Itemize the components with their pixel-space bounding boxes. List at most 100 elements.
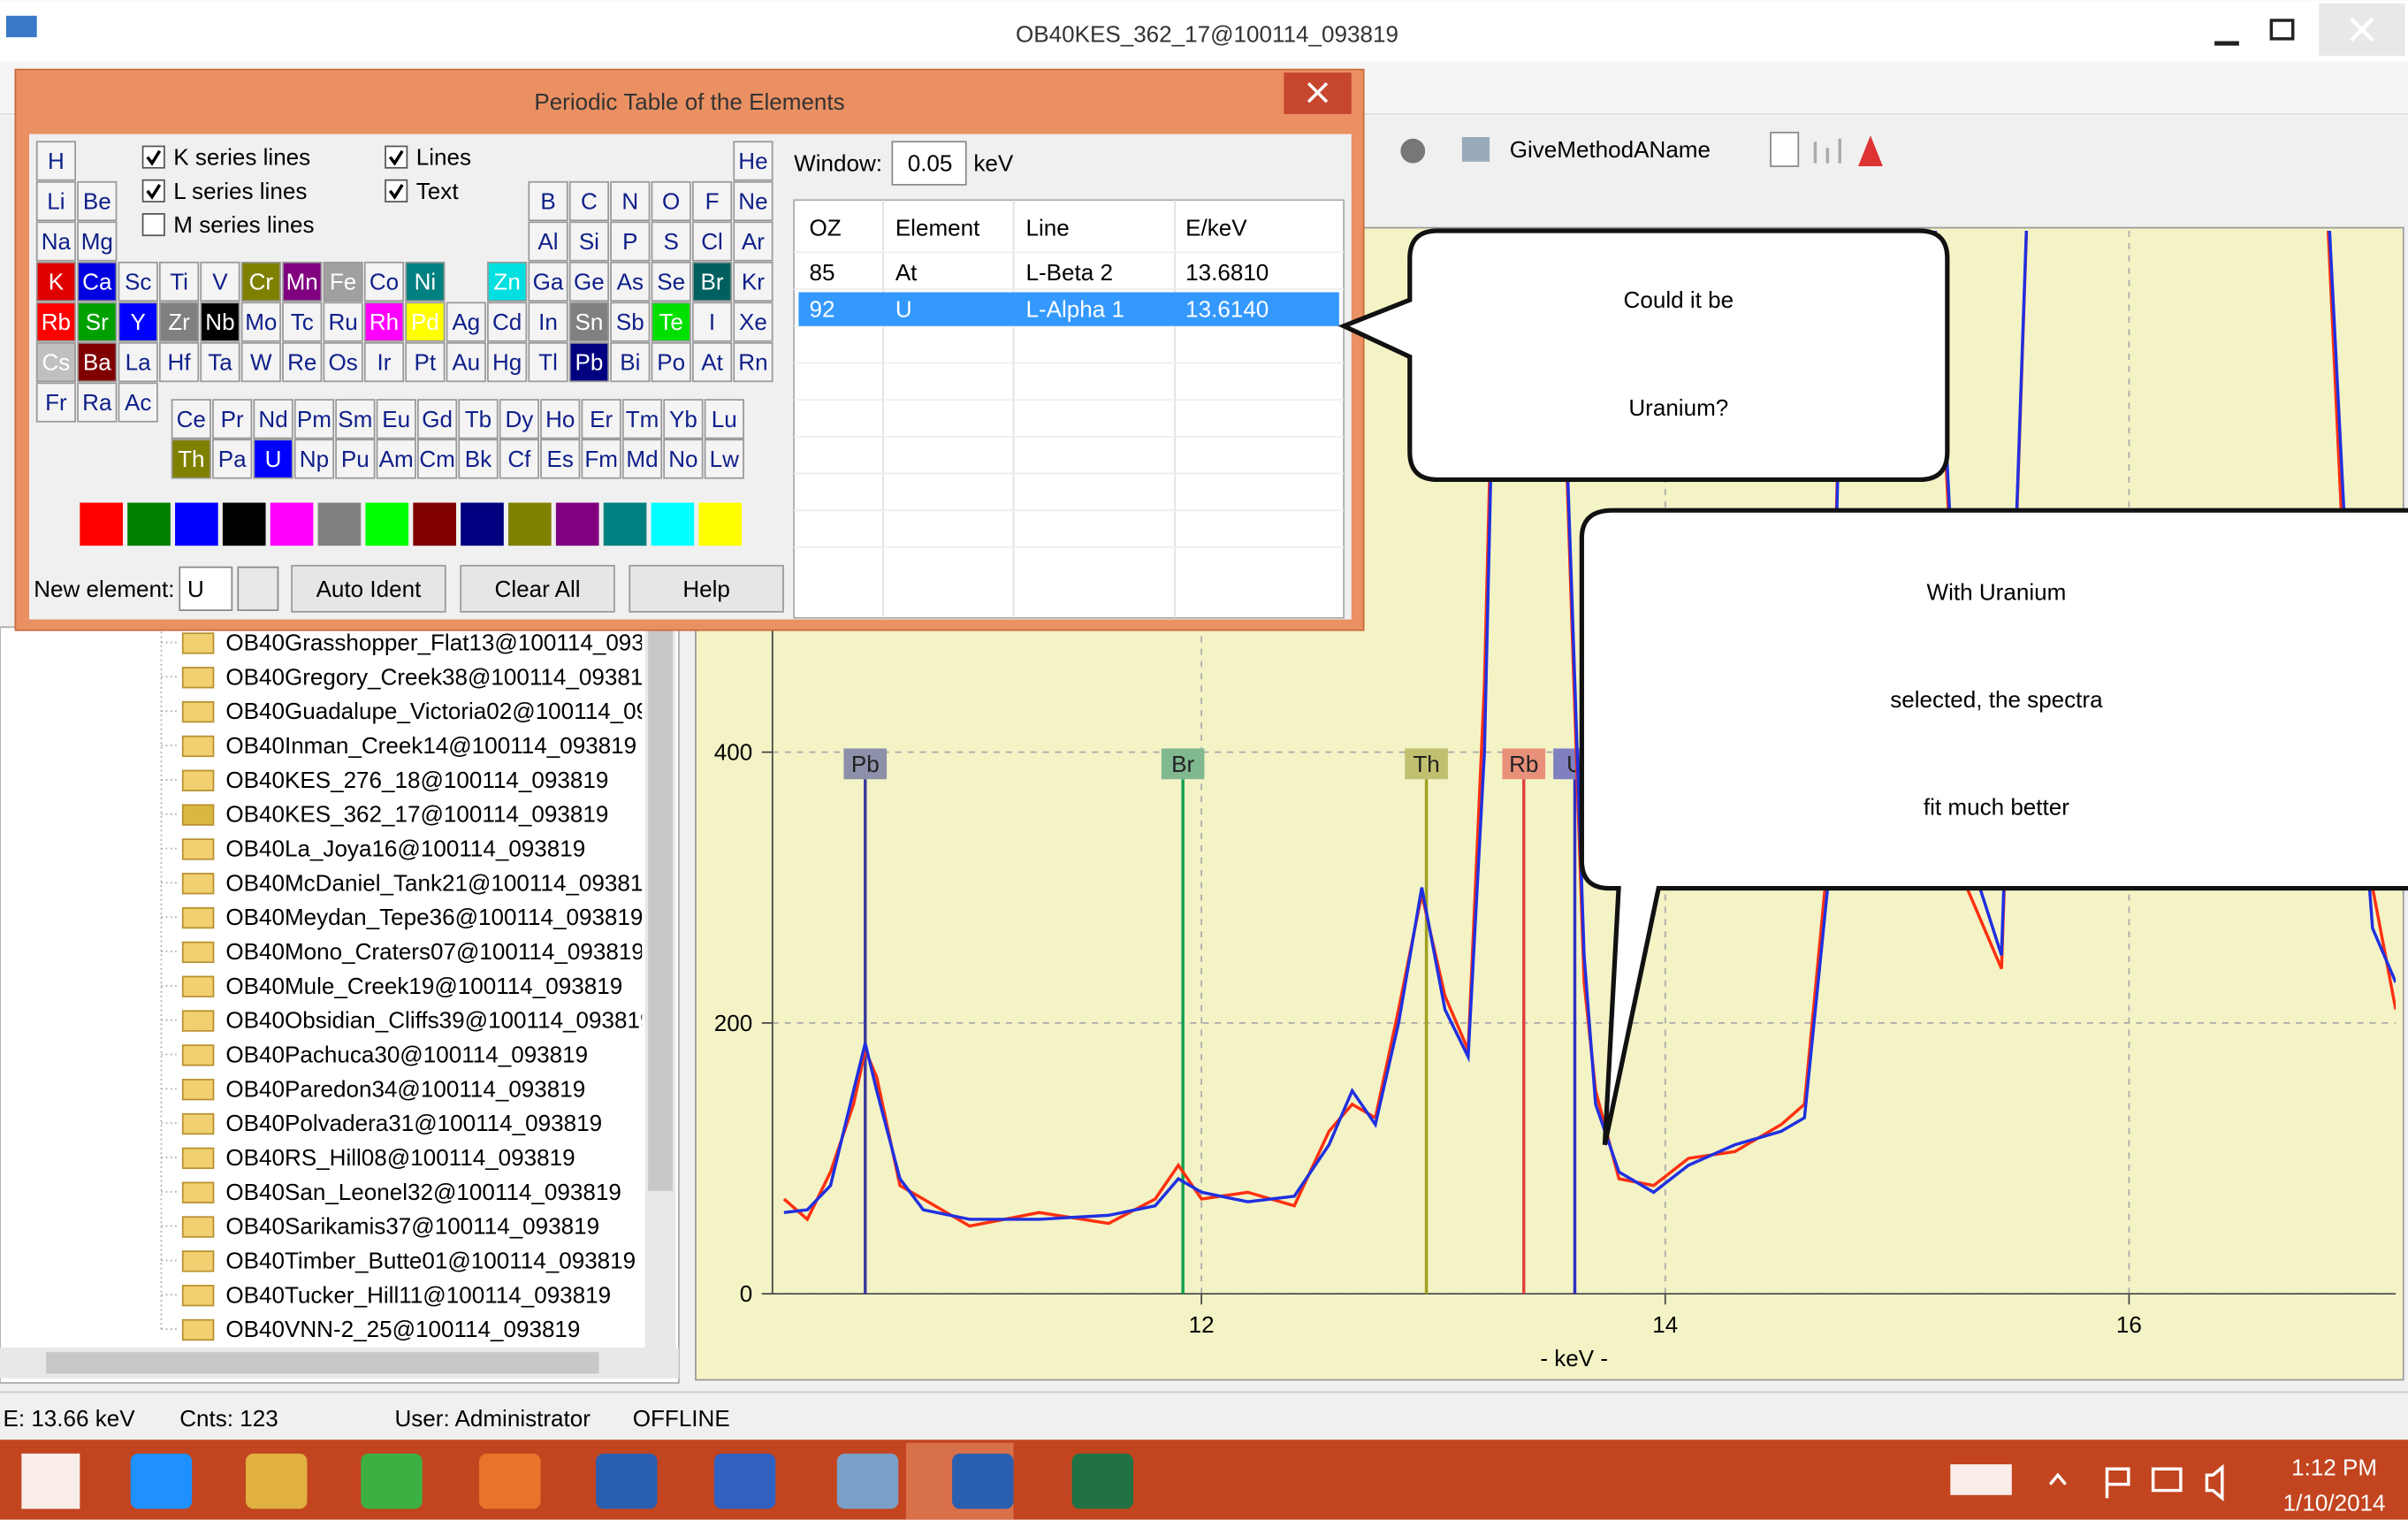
taskbar-app[interactable] xyxy=(131,1454,192,1509)
element-symbol[interactable]: O xyxy=(662,187,680,214)
element-symbol[interactable]: Yb xyxy=(669,406,697,432)
element-symbol[interactable]: Pa xyxy=(218,446,247,472)
element-symbol[interactable]: N xyxy=(621,187,638,214)
element-symbol[interactable]: Tc xyxy=(291,309,314,335)
element-symbol[interactable]: In xyxy=(538,309,558,335)
tree-item[interactable]: OB40San_Leonel32@100114_093819 xyxy=(225,1179,621,1205)
checkbox-label[interactable]: M series lines xyxy=(173,211,314,238)
element-symbol[interactable]: Cd xyxy=(492,309,522,335)
element-symbol[interactable]: Lu xyxy=(712,406,737,432)
color-swatch[interactable] xyxy=(175,503,218,546)
element-symbol[interactable]: Ho xyxy=(545,406,575,432)
element-symbol[interactable]: B xyxy=(540,187,555,214)
dialog-button-label[interactable]: Auto Ident xyxy=(316,576,423,602)
taskbar-app[interactable] xyxy=(837,1454,898,1509)
element-symbol[interactable]: Pr xyxy=(221,406,244,432)
checkbox-label[interactable]: Text xyxy=(416,178,460,204)
sort-button[interactable] xyxy=(238,567,278,610)
element-symbol[interactable]: Ca xyxy=(82,269,112,295)
element-symbol[interactable]: Ne xyxy=(738,187,767,214)
element-symbol[interactable]: Mo xyxy=(245,309,277,335)
settings-icon[interactable] xyxy=(1400,139,1425,164)
checkbox-label[interactable]: L series lines xyxy=(173,178,307,204)
element-symbol[interactable]: Gd xyxy=(422,406,453,432)
element-symbol[interactable]: Nd xyxy=(258,406,287,432)
table-cell[interactable]: L-Alpha 1 xyxy=(1025,296,1124,323)
tree-vscroll-thumb[interactable] xyxy=(648,630,673,1191)
element-symbol[interactable]: As xyxy=(617,269,644,295)
element-symbol[interactable]: Ru xyxy=(328,309,357,335)
color-swatch[interactable] xyxy=(223,503,266,546)
tree-item[interactable]: OB40Pachuca30@100114_093819 xyxy=(225,1042,588,1068)
element-symbol[interactable]: U xyxy=(265,446,282,472)
element-symbol[interactable]: Cf xyxy=(507,446,531,472)
taskbar-app[interactable] xyxy=(246,1454,307,1509)
element-symbol[interactable]: Lw xyxy=(710,446,739,472)
element-symbol[interactable]: Ar xyxy=(742,228,765,255)
element-symbol[interactable]: Ba xyxy=(83,349,111,376)
element-symbol[interactable]: Sb xyxy=(616,309,644,335)
element-symbol[interactable]: S xyxy=(663,228,678,255)
element-symbol[interactable]: Ag xyxy=(452,309,480,335)
element-symbol[interactable]: Np xyxy=(300,446,329,472)
color-swatch[interactable] xyxy=(604,503,647,546)
tree-item[interactable]: OB40Polvadera31@100114_093819 xyxy=(225,1110,602,1136)
element-symbol[interactable]: Ce xyxy=(177,406,206,432)
keyboard-icon[interactable] xyxy=(1950,1464,2011,1495)
element-symbol[interactable]: Pb xyxy=(575,349,603,376)
tree-item[interactable]: OB40Tucker_Hill11@100114_093819 xyxy=(225,1281,611,1308)
element-symbol[interactable]: Mg xyxy=(81,228,113,255)
element-symbol[interactable]: Tm xyxy=(626,406,659,432)
taskbar-app[interactable] xyxy=(1072,1454,1133,1509)
element-symbol[interactable]: Am xyxy=(379,446,414,472)
clock-time[interactable]: 1:12 PM xyxy=(2291,1455,2377,1481)
clock-date[interactable]: 1/10/2014 xyxy=(2283,1489,2386,1516)
element-symbol[interactable]: Sr xyxy=(86,309,109,335)
element-symbol[interactable]: Pm xyxy=(297,406,331,432)
element-symbol[interactable]: Te xyxy=(659,309,683,335)
tree-item[interactable]: OB40Inman_Creek14@100114_093819 xyxy=(225,732,636,759)
color-swatch[interactable] xyxy=(271,503,314,546)
element-symbol[interactable]: Xe xyxy=(739,309,767,335)
tree-item[interactable]: OB40Mono_Craters07@100114_093819 xyxy=(225,938,644,965)
element-symbol[interactable]: Cr xyxy=(249,269,274,295)
element-symbol[interactable]: Cm xyxy=(419,446,455,472)
element-symbol[interactable]: Tl xyxy=(538,349,558,376)
tree-item[interactable]: OB40Grasshopper_Flat13@100114_093819 xyxy=(225,630,682,656)
element-symbol[interactable]: Ni xyxy=(415,269,437,295)
element-symbol[interactable]: Ra xyxy=(82,389,112,416)
element-symbol[interactable]: Pt xyxy=(415,349,437,376)
element-symbol[interactable]: Pu xyxy=(341,446,370,472)
tree-item[interactable]: OB40KES_362_17@100114_093819 xyxy=(225,801,608,828)
element-symbol[interactable]: Kr xyxy=(742,269,765,295)
color-swatch[interactable] xyxy=(698,503,742,546)
element-symbol[interactable]: Sm xyxy=(338,406,372,432)
element-symbol[interactable]: V xyxy=(212,269,228,295)
element-symbol[interactable]: Ge xyxy=(574,269,605,295)
checkbox[interactable] xyxy=(143,146,164,167)
tree-item[interactable]: OB40Sarikamis37@100114_093819 xyxy=(225,1213,599,1240)
element-symbol[interactable]: P xyxy=(622,228,637,255)
taskbar-app[interactable] xyxy=(361,1454,422,1509)
checkbox[interactable] xyxy=(143,214,164,235)
element-symbol[interactable]: Fm xyxy=(584,446,618,472)
table-cell[interactable]: U xyxy=(895,296,912,323)
element-symbol[interactable]: Er xyxy=(590,406,613,432)
color-swatch[interactable] xyxy=(318,503,362,546)
table-cell[interactable]: 13.6140 xyxy=(1185,296,1269,323)
element-symbol[interactable]: Si xyxy=(579,228,599,255)
element-symbol[interactable]: Co xyxy=(370,269,399,295)
element-symbol[interactable]: Ta xyxy=(208,349,232,376)
taskbar-app[interactable] xyxy=(952,1454,1013,1509)
tree-item[interactable]: OB40La_Joya16@100114_093819 xyxy=(225,836,585,862)
element-symbol[interactable]: C xyxy=(581,187,598,214)
tree-item[interactable]: OB40Mule_Creek19@100114_093819 xyxy=(225,973,622,999)
table-cell[interactable]: 85 xyxy=(810,259,835,286)
tree-item[interactable]: OB40Timber_Butte01@100114_093819 xyxy=(225,1247,636,1273)
element-symbol[interactable]: Zr xyxy=(168,309,190,335)
color-swatch[interactable] xyxy=(127,503,171,546)
element-symbol[interactable]: At xyxy=(701,349,723,376)
tree-item[interactable]: OB40Obsidian_Cliffs39@100114_093819 xyxy=(225,1007,652,1034)
element-symbol[interactable]: Rn xyxy=(738,349,767,376)
taskbar-app[interactable] xyxy=(596,1454,657,1509)
